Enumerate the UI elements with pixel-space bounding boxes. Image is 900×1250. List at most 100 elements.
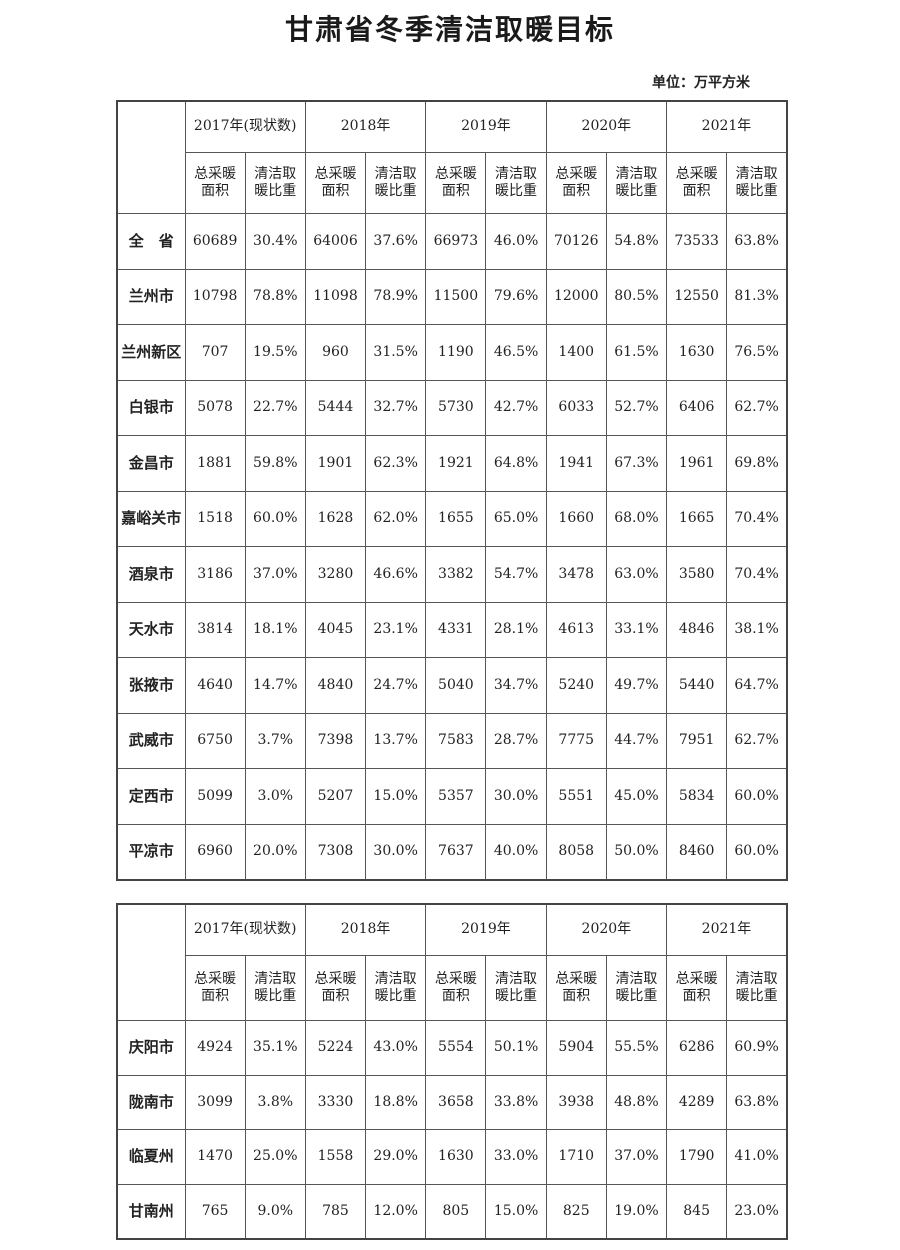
clean-heating-ratio-cell: 48.8%: [605, 1074, 668, 1130]
clean-heating-ratio-header: 清洁取 暖比重: [605, 955, 668, 1021]
total-heating-area-cell: 1961: [666, 435, 728, 492]
total-heating-area-cell: 1655: [425, 490, 487, 547]
clean-heating-ratio-cell: 30.0%: [485, 768, 547, 825]
total-heating-area-cell: 60689: [184, 213, 246, 270]
total-heating-area-cell: 5099: [184, 768, 246, 825]
table-row: 全 省 60689 30.4% 64006 37.6% 66973 46.0% 70126 54…: [116, 213, 788, 270]
sub-header-text: 总采暖 面积: [434, 970, 477, 1005]
total-heating-area-cell: 7398: [304, 712, 367, 769]
table-row: 平凉市 6960 20.0% 7308 30.0% 7637 40.0% 8058 50.0% 8…: [116, 823, 788, 881]
total-heating-area-cell: 3186: [184, 546, 246, 603]
sub-header-text: 总采暖 面积: [194, 165, 237, 200]
total-heating-area-cell: 1921: [425, 435, 487, 492]
total-heating-area-header: 总采暖 面积: [184, 152, 246, 214]
clean-heating-ratio-cell: 28.1%: [485, 601, 547, 658]
total-heating-area-cell: 3382: [425, 546, 487, 603]
clean-heating-ratio-cell: 76.5%: [726, 324, 788, 381]
total-heating-area-cell: 1941: [545, 435, 607, 492]
total-heating-area-cell: 1660: [545, 490, 607, 547]
sub-header-text: 总采暖 面积: [314, 970, 357, 1005]
year-header: 2019年: [425, 100, 547, 153]
clean-heating-ratio-cell: 43.0%: [365, 1020, 427, 1076]
total-heating-area-cell: 4289: [666, 1074, 728, 1130]
total-heating-area-cell: 12550: [666, 268, 728, 325]
sub-header-text: 清洁取 暖比重: [615, 970, 658, 1005]
total-heating-area-header: 总采暖 面积: [304, 955, 367, 1021]
clean-heating-ratio-cell: 23.1%: [365, 601, 427, 658]
clean-heating-ratio-cell: 30.0%: [365, 823, 427, 881]
clean-heating-ratio-header: 清洁取 暖比重: [726, 152, 788, 214]
sub-header-text: 清洁取 暖比重: [495, 970, 538, 1005]
total-heating-area-cell: 5551: [545, 768, 607, 825]
region-name: 天水市: [116, 601, 186, 658]
total-heating-area-cell: 1630: [425, 1129, 487, 1185]
clean-heating-ratio-cell: 32.7%: [365, 379, 427, 436]
table-row: 金昌市 1881 59.8% 1901 62.3% 1921 64.8% 1941 67.3% 1…: [116, 435, 788, 492]
total-heating-area-cell: 4331: [425, 601, 487, 658]
clean-heating-ratio-cell: 34.7%: [485, 657, 547, 714]
total-heating-area-cell: 4846: [666, 601, 728, 658]
region-name: 陇南市: [116, 1074, 186, 1130]
table-row: 酒泉市 3186 37.0% 3280 46.6% 3382 54.7% 3478 63.0% 3…: [116, 546, 788, 603]
total-heating-area-cell: 11098: [304, 268, 367, 325]
sub-header-text: 总采暖 面积: [314, 165, 357, 200]
clean-heating-ratio-cell: 81.3%: [726, 268, 788, 325]
total-heating-area-cell: 73533: [666, 213, 728, 270]
total-heating-area-cell: 6750: [184, 712, 246, 769]
sub-header-text: 总采暖 面积: [555, 970, 598, 1005]
clean-heating-ratio-cell: 24.7%: [365, 657, 427, 714]
total-heating-area-header: 总采暖 面积: [425, 152, 487, 214]
total-heating-area-cell: 1190: [425, 324, 487, 381]
year-header: 2018年: [304, 903, 427, 956]
total-heating-area-cell: 960: [304, 324, 367, 381]
total-heating-area-cell: 5834: [666, 768, 728, 825]
clean-heating-ratio-cell: 33.1%: [605, 601, 668, 658]
clean-heating-ratio-cell: 63.8%: [726, 1074, 788, 1130]
clean-heating-ratio-cell: 23.0%: [726, 1183, 788, 1240]
sub-header-text: 清洁取 暖比重: [495, 165, 538, 200]
table-row: 兰州新区 707 19.5% 960 31.5% 1190 46.5% 1400 61.5% 16…: [116, 324, 788, 381]
clean-heating-ratio-cell: 37.6%: [365, 213, 427, 270]
total-heating-area-cell: 3330: [304, 1074, 367, 1130]
sub-header-text: 总采暖 面积: [555, 165, 598, 200]
clean-heating-ratio-cell: 45.0%: [605, 768, 668, 825]
clean-heating-ratio-cell: 28.7%: [485, 712, 547, 769]
total-heating-area-cell: 4640: [184, 657, 246, 714]
region-header-cell: [116, 100, 186, 214]
total-heating-area-cell: 7308: [304, 823, 367, 881]
clean-heating-ratio-cell: 79.6%: [485, 268, 547, 325]
sub-header-text: 总采暖 面积: [675, 165, 718, 200]
clean-heating-ratio-cell: 22.7%: [244, 379, 306, 436]
total-heating-area-cell: 10798: [184, 268, 246, 325]
clean-heating-ratio-cell: 12.0%: [365, 1183, 427, 1240]
total-heating-area-cell: 1628: [304, 490, 367, 547]
clean-heating-ratio-cell: 78.9%: [365, 268, 427, 325]
total-heating-area-cell: 6406: [666, 379, 728, 436]
clean-heating-ratio-cell: 62.3%: [365, 435, 427, 492]
total-heating-area-cell: 785: [304, 1183, 367, 1240]
total-heating-area-cell: 8058: [545, 823, 607, 881]
clean-heating-ratio-cell: 15.0%: [485, 1183, 547, 1240]
clean-heating-ratio-cell: 37.0%: [605, 1129, 668, 1185]
table-row: 嘉峪关市 1518 60.0% 1628 62.0% 1655 65.0% 1660 68.0%…: [116, 490, 788, 547]
clean-heating-ratio-cell: 41.0%: [726, 1129, 788, 1185]
clean-heating-ratio-header: 清洁取 暖比重: [365, 152, 427, 214]
clean-heating-ratio-cell: 13.7%: [365, 712, 427, 769]
total-heating-area-cell: 765: [184, 1183, 246, 1240]
region-name: 酒泉市: [116, 546, 186, 603]
total-heating-area-cell: 805: [425, 1183, 487, 1240]
clean-heating-ratio-cell: 3.0%: [244, 768, 306, 825]
region-header-cell: [116, 903, 186, 1021]
clean-heating-ratio-header: 清洁取 暖比重: [485, 152, 547, 214]
clean-heating-ratio-cell: 70.4%: [726, 490, 788, 547]
sub-header-row: 总采暖 面积 清洁取 暖比重 总采暖 面积 清洁取 暖比重 总采暖 面积 清洁取 暖比重总…: [117, 955, 788, 1021]
total-heating-area-cell: 1630: [666, 324, 728, 381]
heating-target-table-2: 2017年(现状数) 2018年 2019年 2020年 2021年 总采暖 面积 清洁取 …: [116, 903, 788, 1240]
clean-heating-ratio-cell: 52.7%: [605, 379, 668, 436]
clean-heating-ratio-cell: 64.7%: [726, 657, 788, 714]
total-heating-area-cell: 7951: [666, 712, 728, 769]
table-row: 兰州市 10798 78.8% 11098 78.9% 11500 79.6% 12000 80…: [116, 268, 788, 325]
total-heating-area-cell: 12000: [545, 268, 607, 325]
clean-heating-ratio-header: 清洁取 暖比重: [244, 152, 306, 214]
clean-heating-ratio-cell: 49.7%: [605, 657, 668, 714]
